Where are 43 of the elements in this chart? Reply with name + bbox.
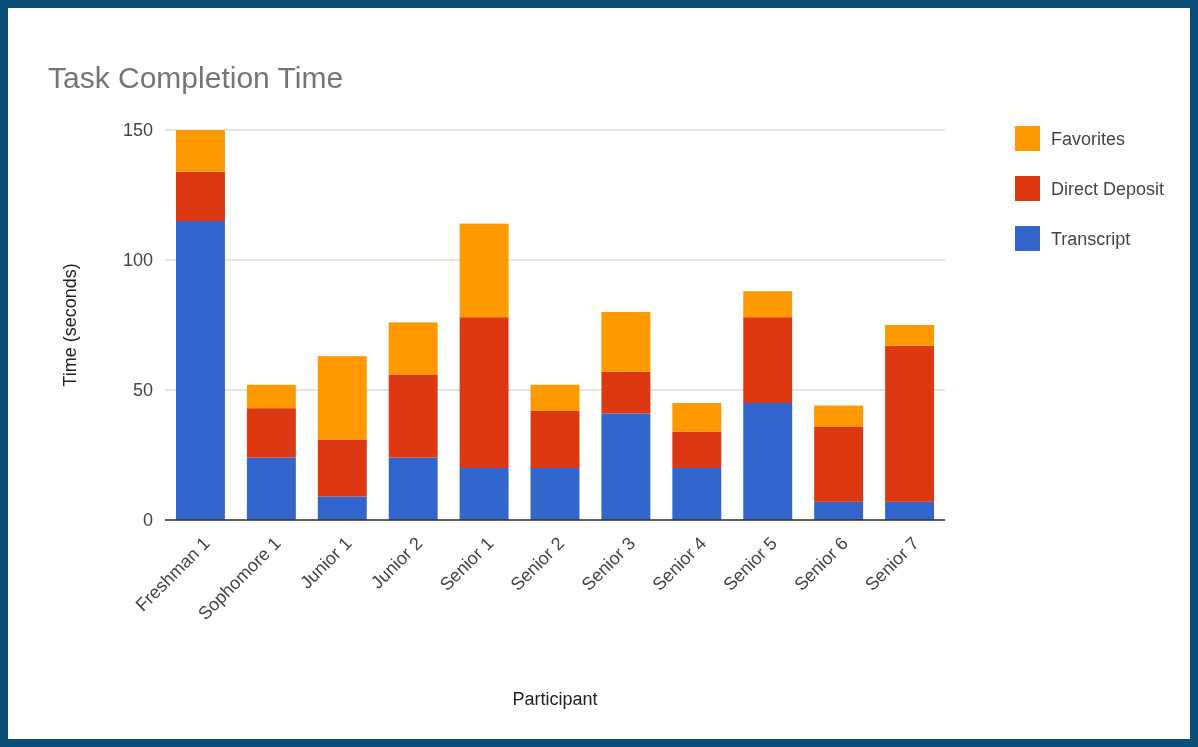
y-tick-label: 50 xyxy=(132,380,153,401)
bar xyxy=(317,439,367,497)
bar xyxy=(246,384,296,409)
bar xyxy=(317,356,367,440)
chart-title: Task Completion Time xyxy=(48,61,344,94)
bar xyxy=(814,426,864,502)
bar xyxy=(459,223,509,318)
bar xyxy=(175,171,225,221)
bar xyxy=(317,496,367,520)
bar xyxy=(885,345,935,502)
bar xyxy=(601,413,651,520)
bar xyxy=(743,291,793,318)
bar xyxy=(601,312,651,372)
bar xyxy=(672,468,722,520)
bar xyxy=(672,403,722,432)
legend-label: Favorites xyxy=(1051,129,1126,150)
y-tick-label: 100 xyxy=(122,250,153,271)
bar xyxy=(175,221,225,520)
bar xyxy=(388,374,438,458)
bar xyxy=(814,501,864,520)
bar xyxy=(743,317,793,403)
bar xyxy=(530,410,580,468)
bar xyxy=(885,325,935,346)
y-tick-label: 150 xyxy=(122,120,153,141)
bar xyxy=(388,322,438,375)
bar xyxy=(672,431,722,468)
x-axis-title: Participant xyxy=(512,689,598,709)
bar xyxy=(459,468,509,520)
bar xyxy=(388,457,438,520)
y-axis-title: Time (seconds) xyxy=(60,263,80,387)
bar xyxy=(530,468,580,520)
bar xyxy=(743,403,793,520)
bar xyxy=(175,130,225,172)
bar xyxy=(246,457,296,520)
bar xyxy=(885,501,935,520)
legend-label: Transcript xyxy=(1051,229,1131,250)
bar xyxy=(530,384,580,411)
bar xyxy=(814,405,864,427)
bar xyxy=(246,408,296,458)
legend-label: Direct Deposit xyxy=(1051,179,1165,200)
y-tick-label: 0 xyxy=(142,510,153,531)
bar xyxy=(459,317,509,468)
bar xyxy=(601,371,651,414)
